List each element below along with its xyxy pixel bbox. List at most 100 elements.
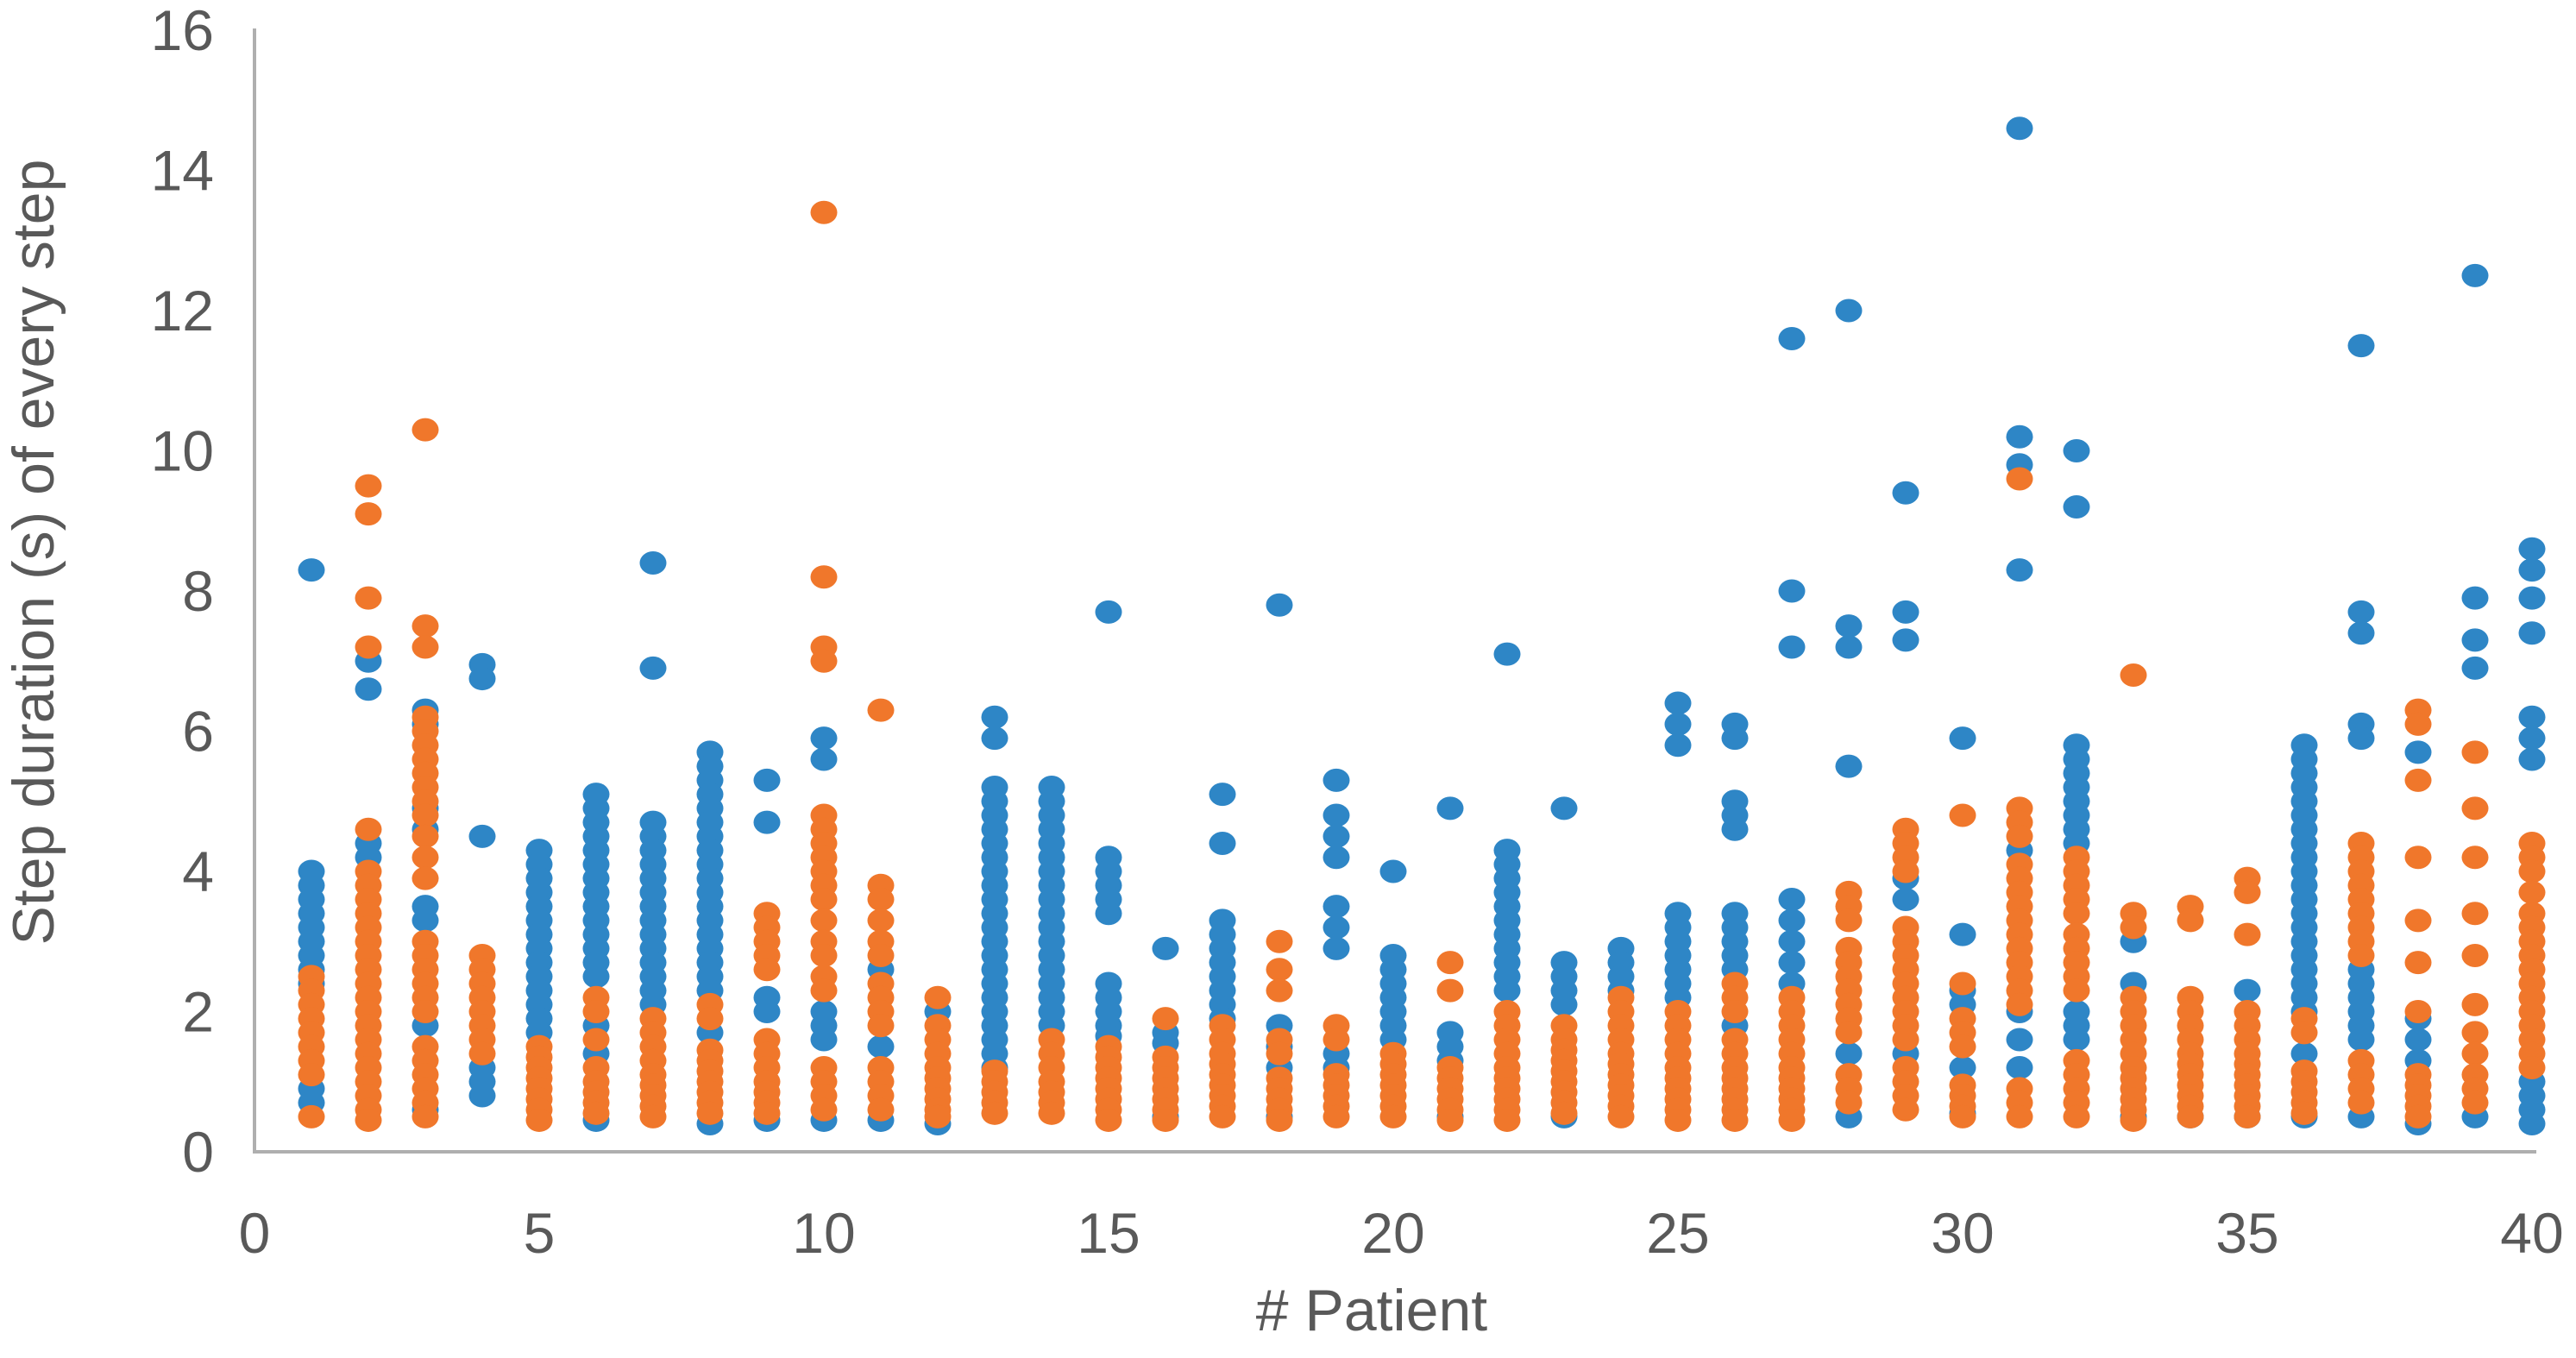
data-point <box>1949 971 1976 996</box>
data-point <box>468 824 496 848</box>
data-point <box>2177 1104 2204 1129</box>
x-tick-label: 25 <box>1646 1201 1709 1265</box>
data-point <box>1323 846 1350 870</box>
data-point <box>582 1028 610 1052</box>
data-point <box>1095 902 1122 926</box>
data-point <box>1550 1101 1578 1125</box>
data-point <box>924 985 952 1009</box>
data-point <box>1778 1108 1806 1132</box>
data-point <box>412 1000 439 1023</box>
data-point <box>2234 1104 2261 1129</box>
data-point <box>412 908 439 933</box>
data-point <box>1095 1108 1122 1132</box>
data-point <box>2006 1104 2033 1129</box>
data-point <box>1323 936 1350 960</box>
data-point <box>1323 895 1350 919</box>
data-point <box>2063 1028 2090 1052</box>
data-point <box>810 978 838 1003</box>
data-point <box>1436 796 1464 820</box>
data-point <box>2518 880 2546 904</box>
data-point <box>355 502 382 526</box>
x-tick-label: 15 <box>1077 1201 1140 1265</box>
data-point <box>2347 334 2375 358</box>
data-point <box>2404 1104 2432 1129</box>
data-point <box>2234 880 2261 904</box>
data-point <box>1949 803 1976 827</box>
data-point <box>1323 824 1350 848</box>
data-point <box>582 1000 610 1023</box>
blue-series <box>298 116 2546 1135</box>
data-point <box>1266 958 1293 982</box>
data-point <box>1835 1091 1863 1115</box>
data-point <box>1778 951 1806 975</box>
data-point <box>2063 978 2090 1003</box>
data-point <box>1436 978 1464 1003</box>
data-point <box>2461 1091 2489 1115</box>
data-point <box>810 726 838 751</box>
data-point <box>2347 621 2375 645</box>
data-point <box>981 726 1008 751</box>
axes <box>253 28 2536 1154</box>
y-axis-title: Step duration (s) of every step <box>1 160 66 946</box>
data-point <box>2461 656 2489 680</box>
data-point <box>1664 712 1692 736</box>
data-point <box>1038 1101 1065 1125</box>
x-tick-label: 40 <box>2500 1201 2563 1265</box>
data-point <box>355 474 382 498</box>
data-point <box>1664 691 1692 715</box>
data-point <box>2006 467 2033 491</box>
data-point <box>412 418 439 442</box>
data-point <box>810 747 838 771</box>
data-point <box>1835 1041 1863 1066</box>
data-point <box>2518 705 2546 729</box>
data-point <box>2404 740 2432 764</box>
data-point <box>412 635 439 659</box>
x-tick-label: 20 <box>1361 1201 1424 1265</box>
x-tick-label: 30 <box>1931 1201 1994 1265</box>
data-point <box>867 908 895 933</box>
data-point <box>1892 859 1919 883</box>
data-point <box>2290 1021 2318 1045</box>
data-point <box>2518 537 2546 561</box>
data-point <box>810 1028 838 1052</box>
data-point <box>1607 1104 1635 1129</box>
data-point <box>1778 908 1806 933</box>
data-point <box>753 768 781 792</box>
data-point <box>924 1104 952 1129</box>
x-tick-labels: 0 5 10 15 20 25 30 35 40 <box>239 1201 2564 1265</box>
data-point <box>810 908 838 933</box>
data-point <box>1152 1007 1179 1031</box>
data-point <box>1949 1056 1976 1079</box>
x-tick-label: 5 <box>524 1201 556 1265</box>
data-point <box>2404 1000 2432 1023</box>
data-point <box>1095 600 1122 624</box>
data-point <box>2404 712 2432 736</box>
data-point <box>867 698 895 722</box>
data-point <box>1550 796 1578 820</box>
data-point <box>2461 992 2489 1016</box>
data-point <box>355 677 382 701</box>
data-point <box>1323 803 1350 827</box>
data-point <box>582 1101 610 1125</box>
data-point <box>2006 558 2033 582</box>
data-point <box>1949 1034 1976 1059</box>
data-point <box>525 1108 553 1132</box>
data-point <box>981 1101 1008 1125</box>
data-point <box>1323 1104 1350 1129</box>
x-tick-label: 10 <box>792 1201 855 1265</box>
data-point <box>753 1000 781 1023</box>
data-point <box>1266 593 1293 617</box>
data-point <box>639 551 667 575</box>
data-point <box>412 846 439 870</box>
data-point <box>696 1007 724 1031</box>
data-point <box>1209 832 1236 855</box>
data-point <box>2518 621 2546 645</box>
data-point <box>2063 439 2090 462</box>
data-point <box>2518 586 2546 610</box>
data-point <box>2461 586 2489 610</box>
data-point <box>1835 908 1863 933</box>
data-point <box>2404 846 2432 870</box>
data-point <box>1835 614 1863 638</box>
data-point <box>2006 116 2033 141</box>
data-point <box>1323 915 1350 940</box>
